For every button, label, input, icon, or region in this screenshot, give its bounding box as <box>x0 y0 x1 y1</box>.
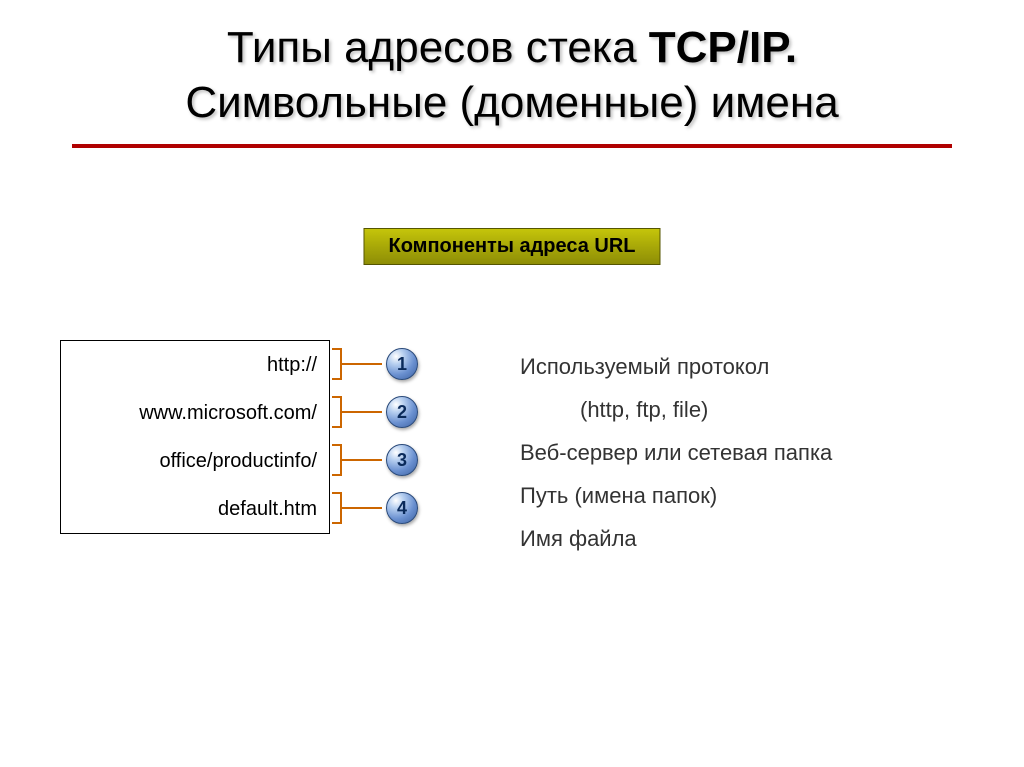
num-1: 1 <box>397 354 407 375</box>
desc-5: Имя файла <box>520 518 832 561</box>
title-bold: TCP/IP. <box>649 23 797 72</box>
num-3: 3 <box>397 450 407 471</box>
title-underline <box>72 144 952 148</box>
url-box: http:// www.microsoft.com/ office/produc… <box>60 340 330 534</box>
subtitle-text: Компоненты адреса URL <box>388 235 635 257</box>
desc-2: (http, ftp, file) <box>520 389 832 432</box>
desc-4: Путь (имена папок) <box>520 475 832 518</box>
url-part-4: default.htm <box>61 485 329 533</box>
url-diagram: http:// www.microsoft.com/ office/produc… <box>60 340 480 580</box>
bracket-stem-2 <box>342 411 382 413</box>
bracket-stem-3 <box>342 459 382 461</box>
bracket-1 <box>332 348 342 380</box>
title-line-1: Типы адресов стека TCP/IP. <box>0 20 1024 75</box>
num-2: 2 <box>397 402 407 423</box>
num-4: 4 <box>397 498 407 519</box>
url-part-2: www.microsoft.com/ <box>61 389 329 437</box>
descriptions: Используемый протокол (http, ftp, file) … <box>520 346 832 580</box>
desc-1: Используемый протокол <box>520 346 832 389</box>
desc-3: Веб-сервер или сетевая папка <box>520 432 832 475</box>
slide-title-block: Типы адресов стека TCP/IP. Символьные (д… <box>0 0 1024 148</box>
bracket-4 <box>332 492 342 524</box>
subtitle-box: Компоненты адреса URL <box>363 228 660 265</box>
bracket-2 <box>332 396 342 428</box>
num-ball-2: 2 <box>386 396 418 428</box>
num-ball-4: 4 <box>386 492 418 524</box>
num-ball-1: 1 <box>386 348 418 380</box>
title-line-2: Символьные (доменные) имена <box>0 75 1024 130</box>
num-ball-3: 3 <box>386 444 418 476</box>
bracket-stem-4 <box>342 507 382 509</box>
bracket-3 <box>332 444 342 476</box>
url-part-3: office/productinfo/ <box>61 437 329 485</box>
bracket-stem-1 <box>342 363 382 365</box>
content-area: http:// www.microsoft.com/ office/produc… <box>0 340 1024 580</box>
title-pre: Типы адресов стека <box>227 23 649 72</box>
url-part-1: http:// <box>61 341 329 389</box>
